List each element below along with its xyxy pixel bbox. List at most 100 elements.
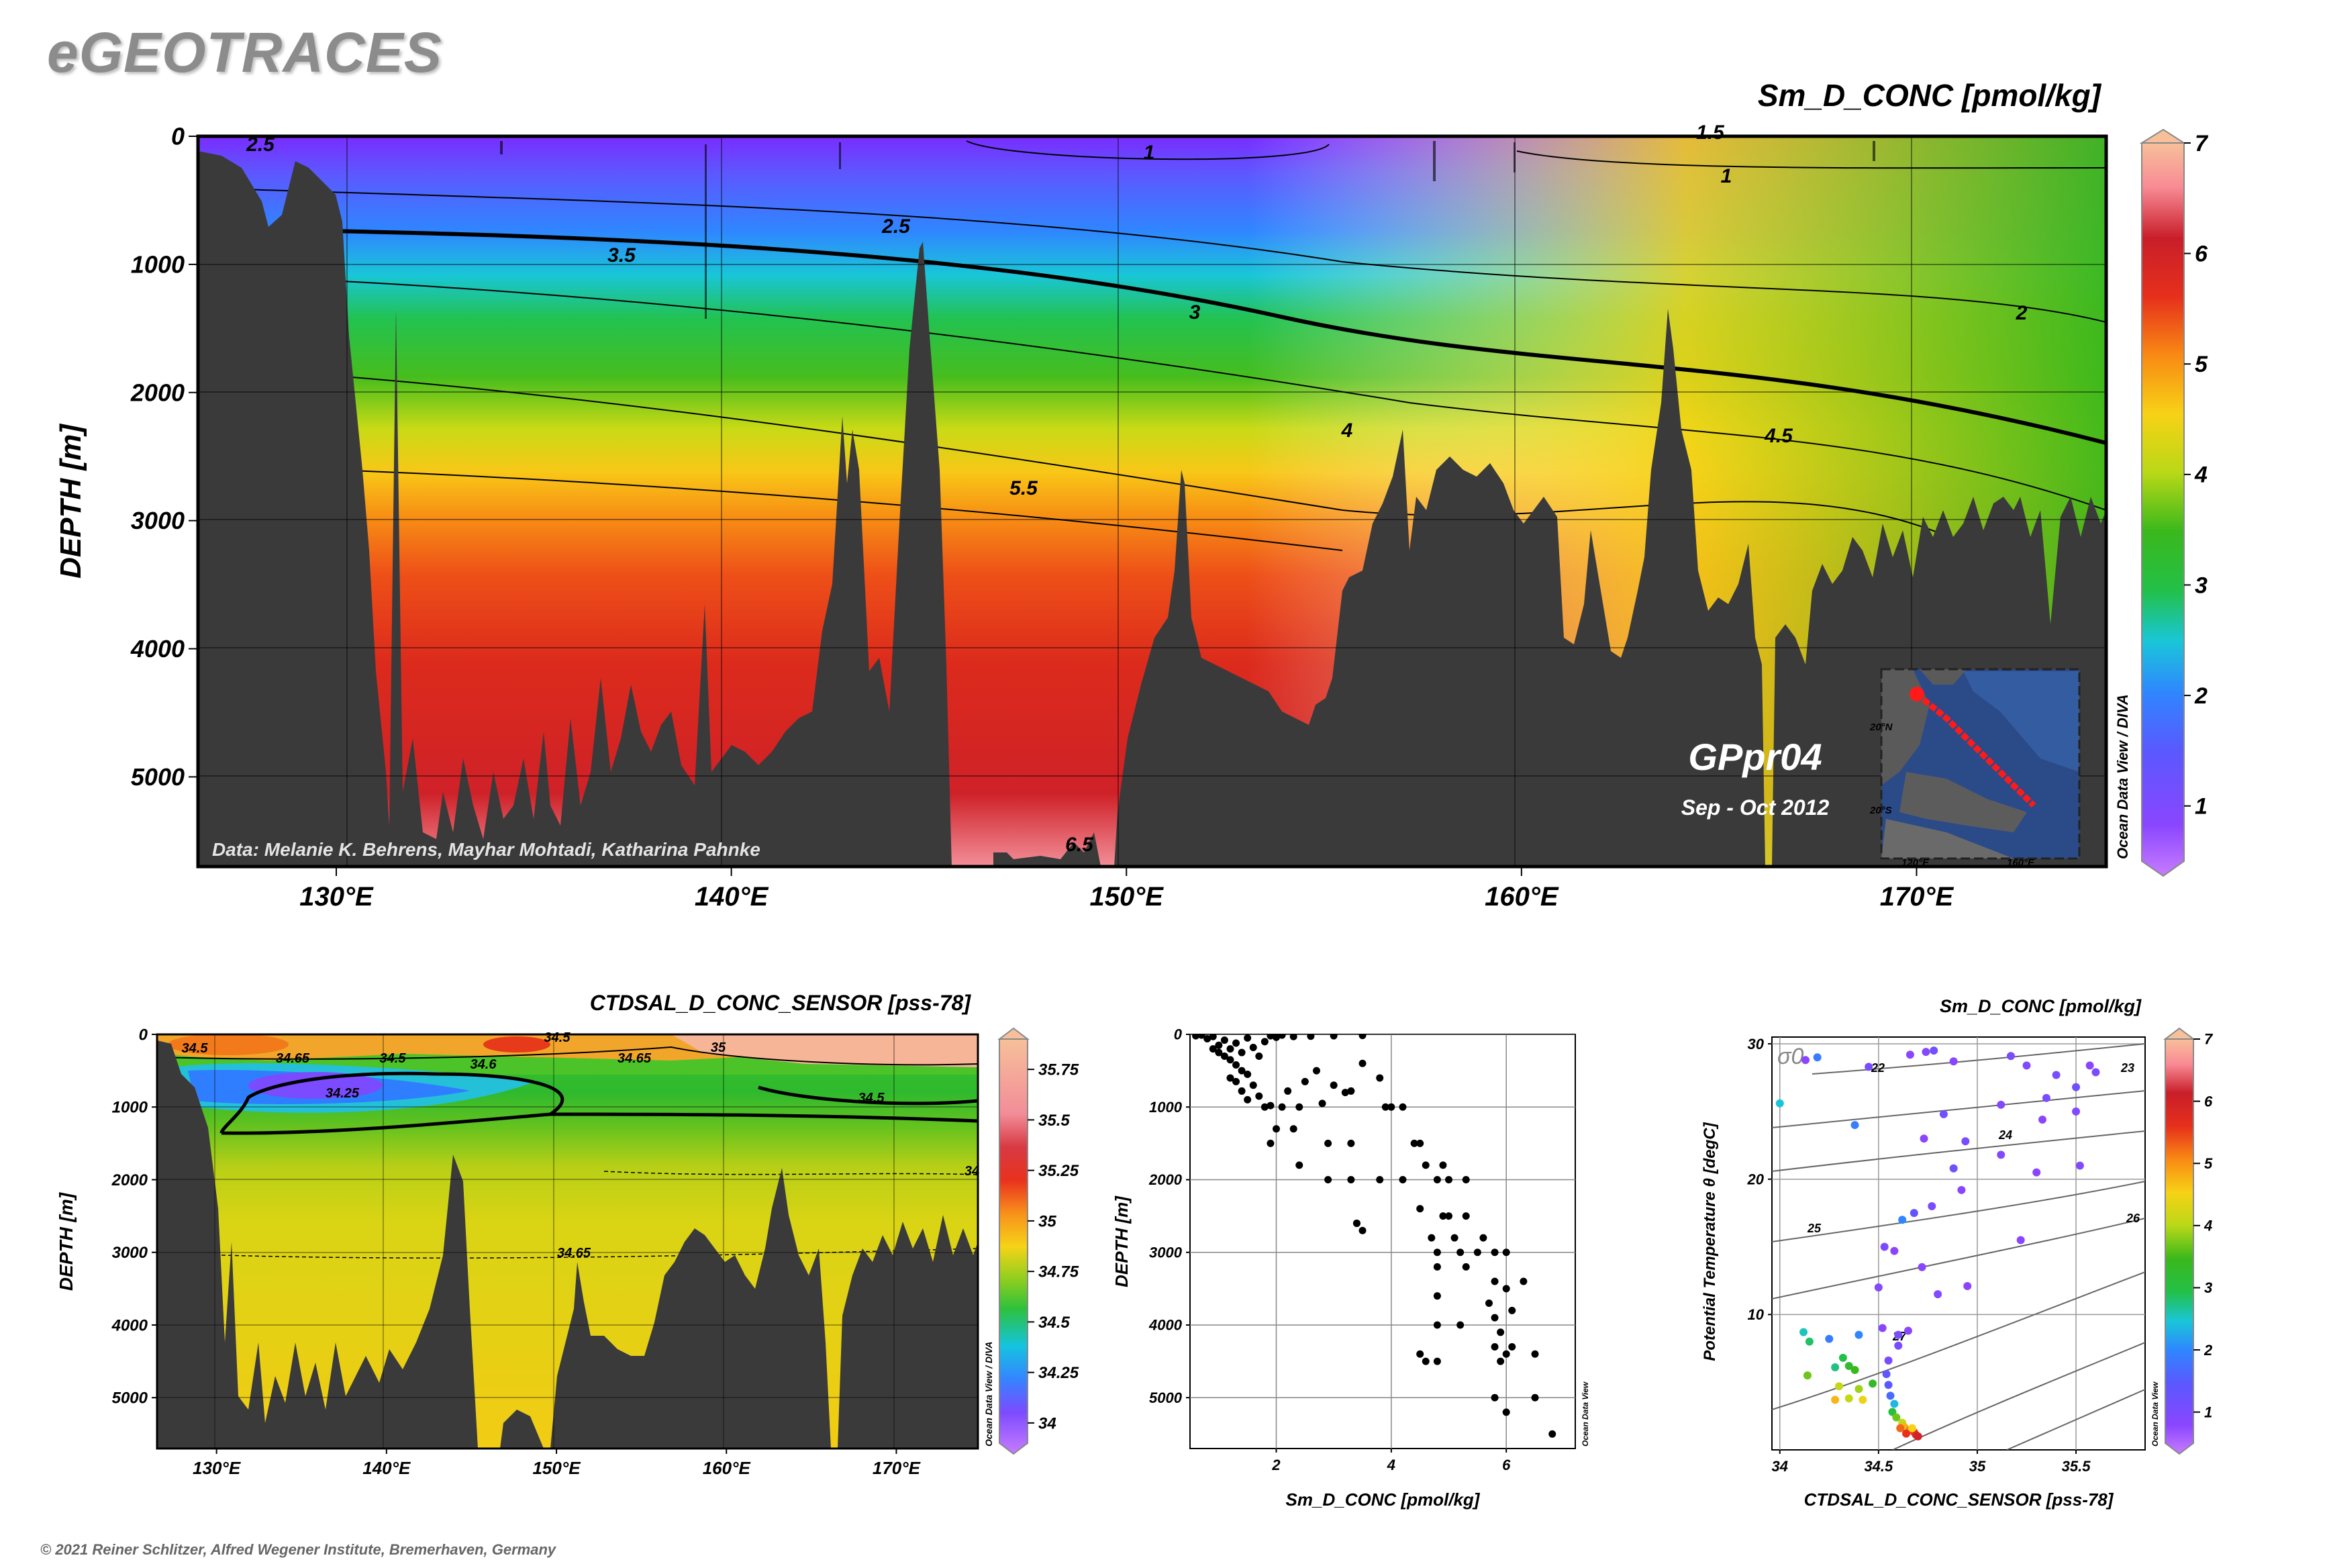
contour-label: 3.5 — [607, 244, 636, 266]
contour-label: 22 — [1871, 1061, 1885, 1075]
ts-point — [1918, 1263, 1926, 1271]
sm-section-chart: Sm_D_CONC [pmol/kg] — [54, 78, 2209, 912]
profile-point — [1502, 1285, 1510, 1293]
ts-point — [1902, 1429, 1911, 1438]
ts-point — [1831, 1363, 1840, 1371]
profile-point — [1433, 1263, 1441, 1271]
ts-colorbar — [2165, 1038, 2194, 1455]
ts-point — [1908, 1424, 1916, 1432]
inset-lon-120e: 120°E — [1901, 857, 1930, 869]
profile-point — [1399, 1103, 1407, 1111]
ts-point — [1874, 1283, 1883, 1292]
colorbar-tick-label: 4 — [2194, 462, 2208, 488]
contour-label: 34 — [964, 1164, 979, 1179]
profile-point — [1347, 1175, 1355, 1183]
y-tick-label: 2000 — [130, 379, 185, 406]
contour-label: 34.65 — [276, 1051, 310, 1066]
profile-point — [1209, 1034, 1217, 1040]
profile-point — [1352, 1219, 1360, 1227]
sm-gridlines — [198, 136, 2106, 867]
x-tick-label: 6 — [1502, 1457, 1511, 1473]
profile-point — [1312, 1067, 1320, 1075]
colorbar-tick-label: 7 — [2204, 1031, 2214, 1048]
y-tick-label: 20 — [1747, 1171, 1765, 1187]
ts-xlabel: CTDSAL_D_CONC_SENSOR [pss-78] — [1804, 1489, 2114, 1510]
contour-label: 2.5 — [881, 215, 911, 238]
contour-label: 4 — [1341, 420, 1353, 442]
profile-point — [1416, 1350, 1424, 1358]
profile-point — [1433, 1175, 1441, 1183]
profile-point — [1226, 1056, 1234, 1064]
sm-section-ylabel: DEPTH [m] — [54, 424, 87, 579]
profile-point — [1433, 1321, 1441, 1329]
contour-label: 1 — [1721, 165, 1732, 187]
ts-point — [2016, 1236, 2025, 1244]
section-name: GPpr04 — [1688, 736, 1822, 778]
profile-point — [1531, 1393, 1539, 1402]
profile-point — [1226, 1045, 1234, 1053]
profile-point — [1456, 1248, 1465, 1257]
profile-point — [1502, 1248, 1510, 1257]
profile-point — [1307, 1034, 1315, 1040]
profile-point — [1376, 1074, 1384, 1082]
y-tick-label: 5000 — [131, 763, 185, 791]
ts-point — [2006, 1052, 2015, 1061]
profile-point — [1387, 1103, 1395, 1111]
profile-point — [1508, 1306, 1516, 1314]
y-tick-label: 1000 — [131, 250, 185, 278]
x-tick-label: 4 — [1387, 1457, 1395, 1473]
ts-point — [1880, 1242, 1889, 1251]
ts-point — [1878, 1324, 1887, 1332]
profile-point — [1462, 1212, 1470, 1220]
profile-point — [1318, 1099, 1326, 1108]
ts-point — [1890, 1246, 1899, 1255]
profile-point — [1497, 1328, 1505, 1336]
profile-point — [1267, 1101, 1275, 1110]
colorbar-tick-label: 2 — [2194, 683, 2208, 709]
ts-point — [1803, 1371, 1812, 1380]
y-tick-label: 3000 — [1149, 1244, 1183, 1261]
profile-point — [1531, 1350, 1539, 1358]
x-tick-label: 160°E — [1485, 882, 1559, 912]
profile-point — [1473, 1248, 1481, 1257]
contour-label: 26 — [2126, 1212, 2140, 1225]
ts-point — [1813, 1053, 1822, 1062]
inset-lat-20s: 20°S — [1869, 805, 1892, 816]
contour-label: 34.25 — [326, 1086, 360, 1101]
x-tick-label: 170°E — [1880, 882, 1954, 912]
profile-point — [1238, 1087, 1246, 1095]
inset-lon-160e: 160°E — [2007, 857, 2035, 869]
ts-point — [2085, 1061, 2094, 1070]
ts-point — [1825, 1334, 1834, 1343]
y-tick-label: 3000 — [131, 507, 185, 534]
sal-section-title: CTDSAL_D_CONC_SENSOR [pss-78] — [590, 991, 972, 1015]
colorbar-tick-label: 34.5 — [1038, 1314, 1070, 1332]
ts-point — [1850, 1121, 1859, 1130]
y-tick-label: 4000 — [111, 1316, 148, 1334]
profile-point — [1491, 1314, 1499, 1322]
profile-point — [1520, 1277, 1528, 1285]
y-tick-label: 4000 — [1148, 1317, 1183, 1334]
sm-frame — [196, 134, 2108, 869]
colorbar-tick-label: 7 — [2195, 131, 2209, 156]
contour-label: 34.5 — [380, 1051, 407, 1066]
y-tick-label: 1000 — [1149, 1099, 1183, 1116]
profile-point — [1192, 1034, 1200, 1040]
sal-section-ylabel: DEPTH [m] — [56, 1191, 77, 1291]
profile-point — [1273, 1125, 1281, 1133]
x-tick-label: 2 — [1271, 1457, 1281, 1473]
profile-point — [1197, 1034, 1205, 1039]
profile-point — [1341, 1089, 1349, 1097]
x-tick-label: 140°E — [695, 882, 769, 912]
profile-point — [1267, 1034, 1275, 1040]
ts-point — [1961, 1137, 1970, 1146]
ts-point — [1882, 1370, 1891, 1379]
colorbar-tick-label: 1 — [2204, 1404, 2212, 1420]
profile-point — [1416, 1139, 1424, 1147]
colorbar-tick-label: 1 — [2195, 794, 2208, 820]
profile-point — [1433, 1248, 1441, 1257]
colorbar-tick-label: 5 — [2195, 352, 2208, 377]
colorbar-tick-label: 35.25 — [1038, 1162, 1079, 1180]
ts-point — [1910, 1209, 1918, 1218]
y-tick-label: 2000 — [1148, 1171, 1183, 1188]
